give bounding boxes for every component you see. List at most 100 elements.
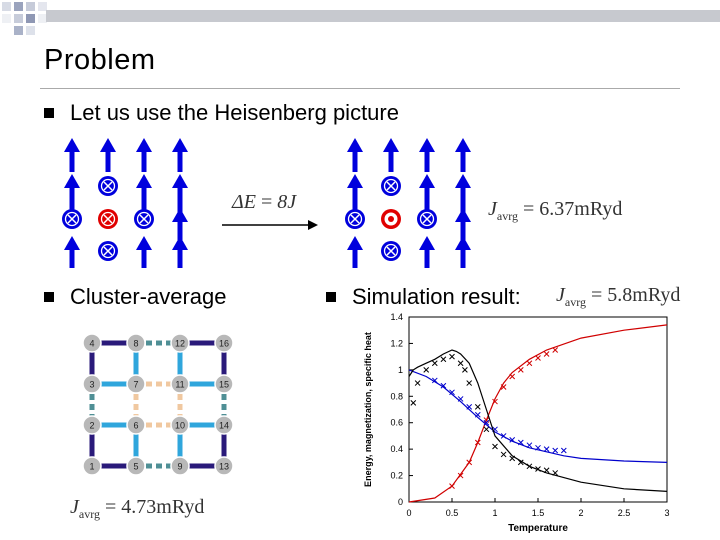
spin-into-page-icon xyxy=(98,209,118,229)
data-point-marker xyxy=(483,426,490,433)
spin-up-arrow-icon xyxy=(383,138,399,172)
lattice-node xyxy=(170,333,190,353)
spin-into-page-icon xyxy=(417,209,437,229)
data-point-marker xyxy=(509,455,516,462)
data-point-marker xyxy=(560,447,567,454)
lattice-node-label: 9 xyxy=(177,462,182,472)
bullet-simulation-result: Simulation result: xyxy=(352,284,521,309)
spin-up-arrow-icon xyxy=(64,138,80,172)
spin-up-arrow-icon xyxy=(419,174,435,218)
spin-up-arrow-icon xyxy=(172,208,188,240)
data-point-marker xyxy=(423,367,430,373)
bullet-cluster-average: Cluster-average xyxy=(70,284,227,309)
lattice-node-label: 7 xyxy=(133,380,138,390)
spin-up-arrow-icon xyxy=(347,138,363,172)
series-line xyxy=(408,349,668,492)
data-point-marker xyxy=(509,437,516,443)
lattice-node xyxy=(170,415,190,435)
data-point-marker xyxy=(500,384,507,390)
lattice-node xyxy=(82,456,102,476)
data-point-marker xyxy=(414,380,421,386)
lattice-node-label: 2 xyxy=(89,421,94,431)
lattice-node xyxy=(170,374,190,394)
lattice-node-label: 12 xyxy=(175,339,185,349)
lattice-node xyxy=(214,333,234,353)
data-point-marker xyxy=(431,377,438,384)
data-point-marker xyxy=(517,459,524,466)
spin-into-page-icon xyxy=(134,209,154,229)
data-point-marker xyxy=(517,367,524,373)
cluster-lattice: 4 8 12 163 7 11 152 6 10 141 5 9 13 xyxy=(82,333,234,476)
x-tick-label: 0.5 xyxy=(446,508,459,518)
spin-up-arrow-icon xyxy=(455,138,471,172)
j-avrg-left: Javrg = 4.73mRyd xyxy=(70,496,205,521)
lattice-node xyxy=(82,333,102,353)
j-avrg-right: Javrg = 5.8mRyd xyxy=(552,284,685,310)
y-axis-label: Energy, magnetization, specific heat xyxy=(363,332,373,487)
corner-decoration xyxy=(2,2,720,35)
lattice-node-label: 4 xyxy=(89,339,94,349)
data-point-marker xyxy=(526,463,533,470)
data-point-marker xyxy=(552,470,559,476)
spin-into-page-icon xyxy=(381,176,401,196)
title-divider xyxy=(40,88,680,89)
j-avrg-middle: Javrg = 6.37mRyd xyxy=(488,198,623,223)
lattice-node xyxy=(170,456,190,476)
data-point-marker xyxy=(492,443,498,450)
lattice-node xyxy=(126,333,146,353)
spin-into-page-icon xyxy=(381,241,401,261)
spin-up-arrow-icon xyxy=(172,174,188,218)
lattice-node xyxy=(214,374,234,394)
lattice-node xyxy=(82,415,102,435)
lattice-node-label: 3 xyxy=(89,380,94,390)
bullet-marker xyxy=(44,292,54,302)
spin-up-arrow-icon xyxy=(136,236,152,268)
data-point-marker xyxy=(535,355,541,361)
series-line xyxy=(408,369,668,463)
lattice-node xyxy=(82,374,102,394)
lattice-node-label: 5 xyxy=(133,462,138,472)
data-point-marker xyxy=(543,446,550,452)
data-point-marker xyxy=(440,382,447,389)
lattice-node xyxy=(126,415,146,435)
data-point-marker xyxy=(431,360,438,367)
spin-into-page-icon xyxy=(98,176,118,196)
data-point-marker xyxy=(509,373,516,380)
spin-up-arrow-icon xyxy=(172,138,188,172)
data-point-marker xyxy=(474,411,481,418)
data-point-marker xyxy=(535,444,541,451)
spin-up-arrow-icon xyxy=(455,208,471,240)
slide-title: Problem xyxy=(44,44,156,76)
lattice-node-label: 1 xyxy=(89,462,94,472)
lattice-node-label: 13 xyxy=(219,462,229,472)
simulation-chart: 0 0.5 1 1.5 2 2.5 3 0 0.2 0.4 0.6 0.8 1 1.2 1.4 Tempera… xyxy=(363,312,670,534)
spin-into-page-icon xyxy=(345,209,365,229)
lattice-node xyxy=(126,456,146,476)
bullet-heisenberg: Let us use the Heisenberg picture xyxy=(70,100,399,125)
spin-up-arrow-icon xyxy=(455,236,471,268)
data-point-marker xyxy=(492,398,498,405)
spin-up-arrow-icon xyxy=(347,174,363,218)
lattice-node xyxy=(214,456,234,476)
lattice-node-label: 16 xyxy=(219,339,229,349)
spin-into-page-icon xyxy=(98,241,118,261)
data-point-marker xyxy=(457,396,464,402)
data-point-marker xyxy=(483,417,490,423)
data-point-marker xyxy=(466,380,473,386)
data-point-marker xyxy=(474,439,481,446)
lattice-node-label: 10 xyxy=(175,421,185,431)
spin-up-arrow-icon xyxy=(419,236,435,268)
arrowhead-icon xyxy=(308,220,318,230)
y-tick-label: 0.4 xyxy=(390,444,403,454)
spin-up-arrow-icon xyxy=(100,138,116,172)
data-point-marker xyxy=(457,360,464,367)
data-point-marker xyxy=(440,356,447,363)
data-point-marker xyxy=(474,404,481,410)
y-tick-label: 0 xyxy=(398,497,403,507)
data-point-marker xyxy=(552,447,559,454)
lattice-node-label: 11 xyxy=(175,380,184,390)
x-tick-label: 1 xyxy=(492,508,497,518)
x-tick-label: 0 xyxy=(406,508,411,518)
lattice-node-label: 8 xyxy=(133,339,138,349)
bullet-marker xyxy=(44,108,54,118)
